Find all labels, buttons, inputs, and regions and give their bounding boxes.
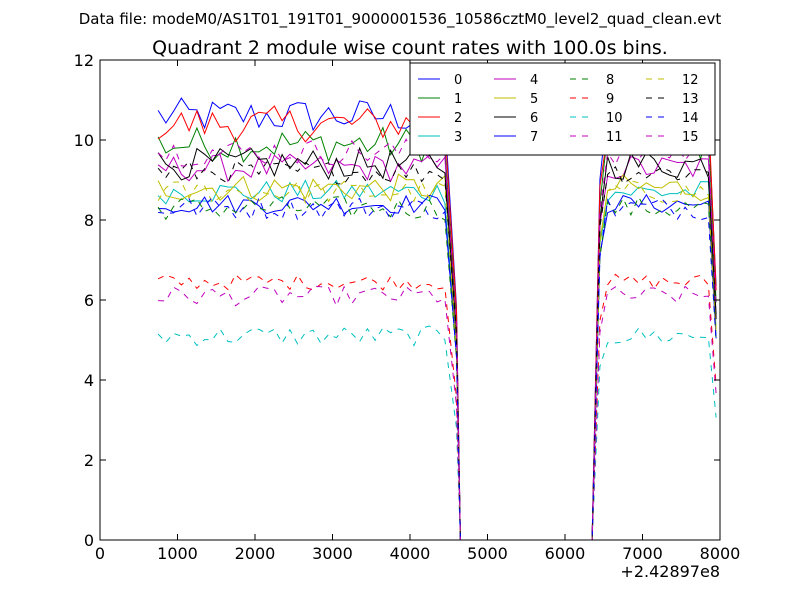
x-offset-label: +2.42897e8 xyxy=(620,562,720,581)
legend-label-8: 8 xyxy=(606,73,614,88)
legend-label-3: 3 xyxy=(454,130,462,145)
series-line-5 xyxy=(157,173,717,540)
series-line-4 xyxy=(157,153,717,540)
series-line-0 xyxy=(157,97,717,540)
legend-label-6: 6 xyxy=(530,111,538,126)
series-line-8 xyxy=(157,195,717,540)
legend-label-2: 2 xyxy=(454,111,462,126)
series-line-9 xyxy=(157,273,717,540)
legend-label-5: 5 xyxy=(530,92,538,107)
x-tick-label: 5000 xyxy=(467,544,508,563)
legend-label-14: 14 xyxy=(682,111,699,126)
legend-box xyxy=(409,62,716,156)
x-tick-label: 1000 xyxy=(157,544,198,563)
legend-label-1: 1 xyxy=(454,92,462,107)
series-line-3 xyxy=(157,179,717,540)
legend-label-9: 9 xyxy=(606,92,614,107)
x-tick-label: 6000 xyxy=(545,544,586,563)
series-line-13 xyxy=(157,159,717,540)
series-line-10 xyxy=(157,325,717,540)
legend-label-0: 0 xyxy=(454,73,462,88)
y-tick-label: 4 xyxy=(84,371,94,390)
x-tick-label: 3000 xyxy=(312,544,353,563)
series-line-6 xyxy=(157,146,717,540)
chart-suptitle: Data file: modeM0/AS1T01_191T01_90000015… xyxy=(79,10,722,29)
legend-label-10: 10 xyxy=(606,111,623,126)
legend-label-4: 4 xyxy=(530,73,538,88)
y-tick-label: 0 xyxy=(84,531,94,550)
y-tick-label: 8 xyxy=(84,211,94,230)
series-line-12 xyxy=(157,180,717,540)
x-tick-label: 0 xyxy=(95,544,105,563)
x-tick-label: 8000 xyxy=(700,544,741,563)
x-tick-label: 2000 xyxy=(235,544,276,563)
y-tick-label: 12 xyxy=(74,51,94,70)
series-line-1 xyxy=(157,125,717,540)
series-line-7 xyxy=(158,193,717,540)
legend-label-11: 11 xyxy=(606,130,623,145)
legend-label-13: 13 xyxy=(682,92,699,107)
y-tick-label: 10 xyxy=(74,131,94,150)
chart-title: Quadrant 2 module wise count rates with … xyxy=(152,37,668,59)
series-layer xyxy=(157,97,717,540)
x-tick-label: 7000 xyxy=(622,544,663,563)
y-tick-label: 2 xyxy=(84,451,94,470)
series-line-11 xyxy=(158,285,717,540)
legend-label-12: 12 xyxy=(682,73,699,88)
legend-label-7: 7 xyxy=(530,130,538,145)
y-tick-label: 6 xyxy=(84,291,94,310)
x-tick-label: 4000 xyxy=(390,544,431,563)
legend-label-15: 15 xyxy=(682,130,699,145)
series-line-14 xyxy=(158,196,717,540)
